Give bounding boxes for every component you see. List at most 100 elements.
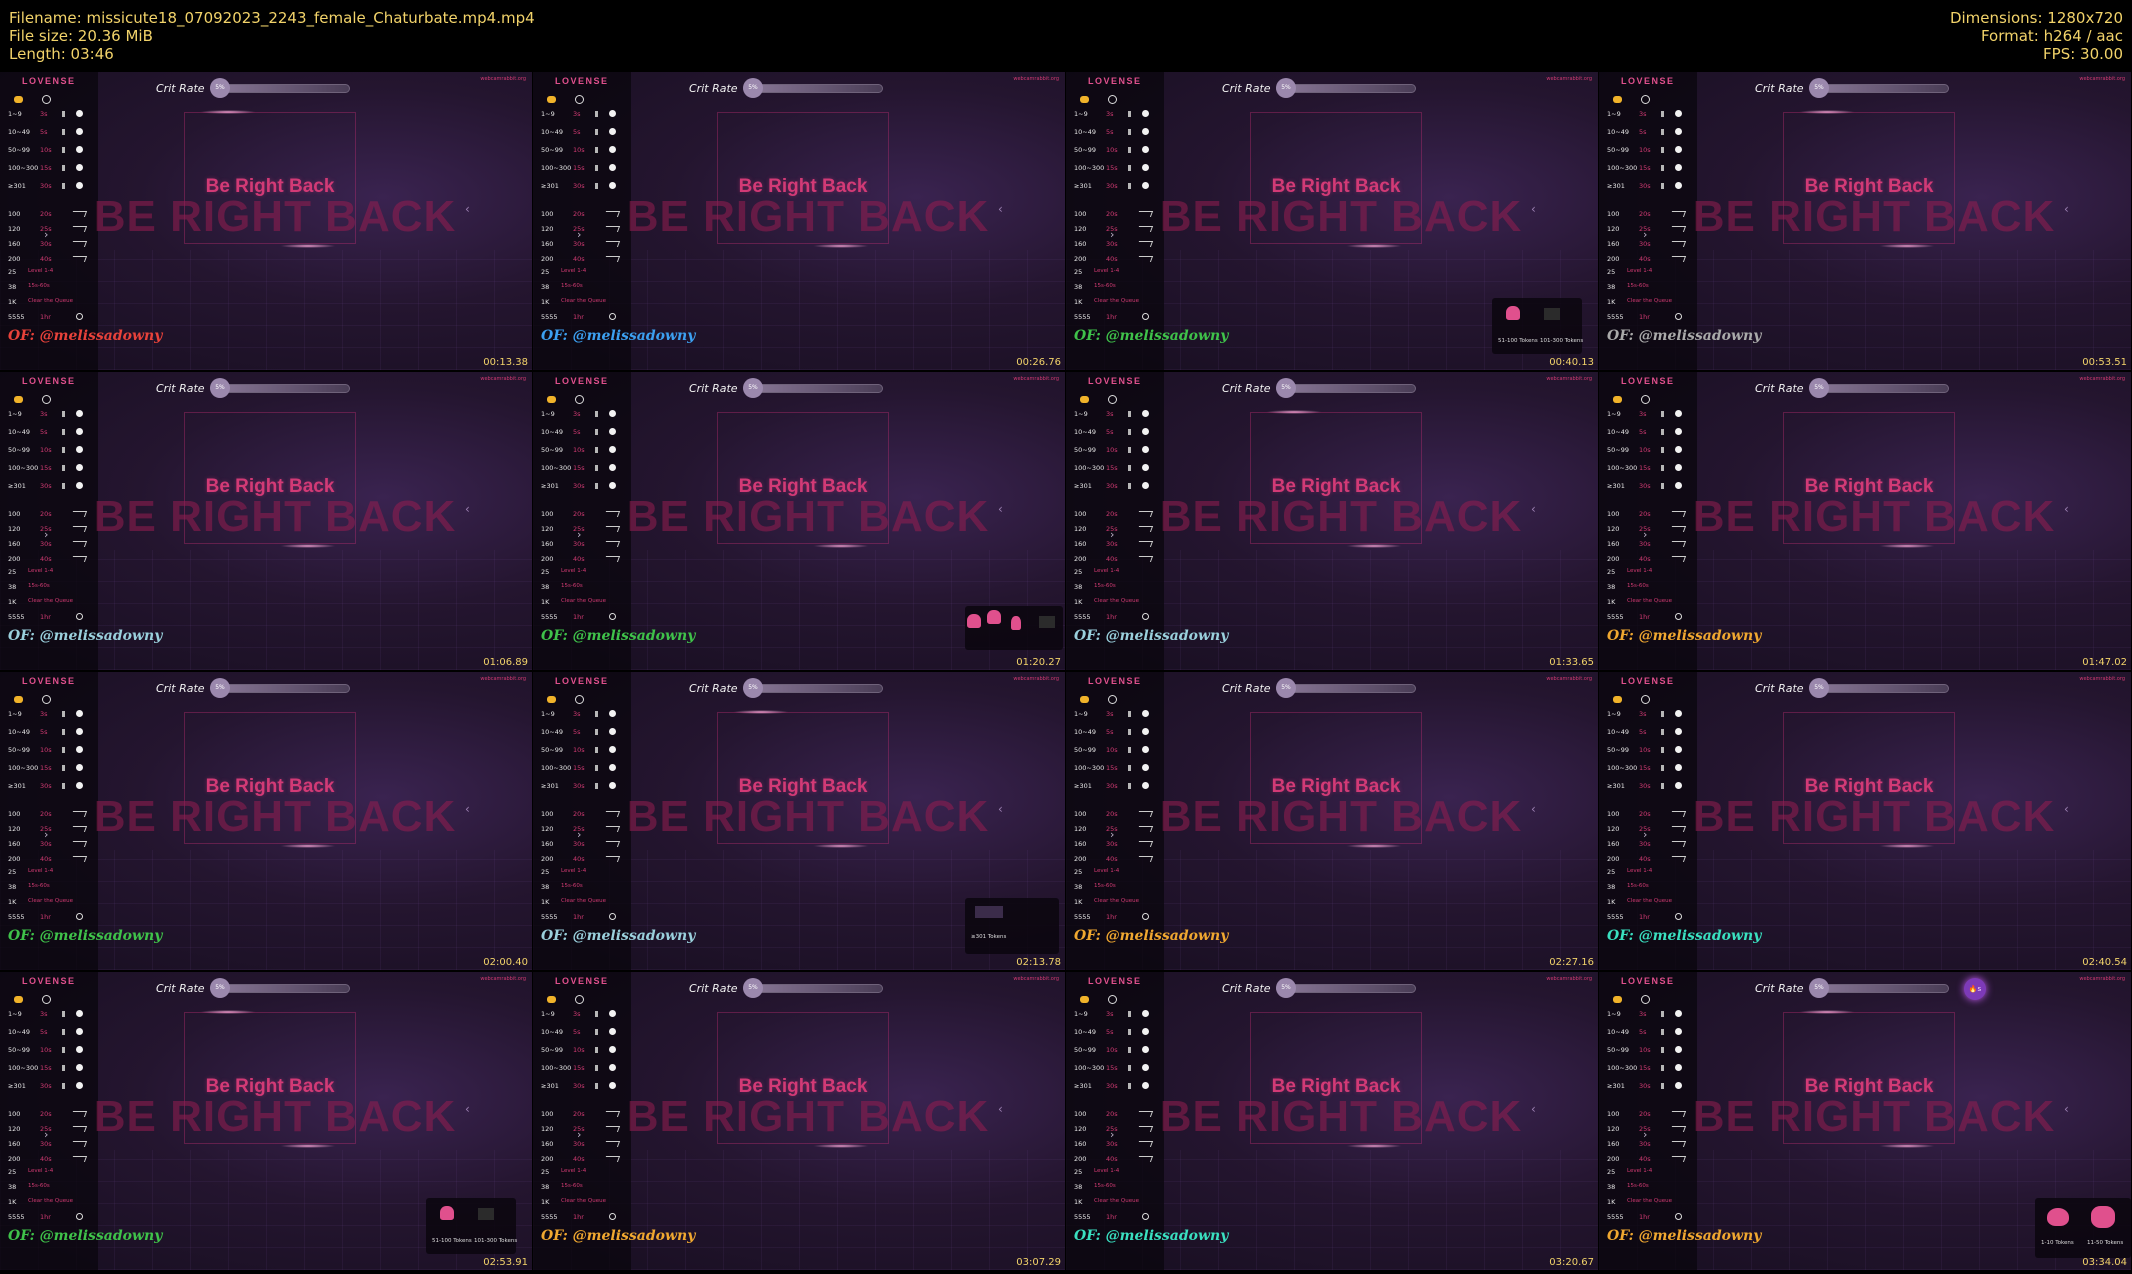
tip-label: 101-300 Tokens <box>474 1238 518 1244</box>
vibe-bars-icon <box>1661 411 1664 417</box>
panel-row-label: 120 <box>541 225 554 233</box>
panel-row: 5555 1hr <box>1066 1213 1164 1223</box>
panel-row-label: 100 <box>541 510 554 518</box>
chevron-left-icon: ‹ <box>998 502 1003 516</box>
panel-row-label: 25 <box>541 868 550 876</box>
vibe-bars-icon <box>595 165 598 171</box>
panel-row-duration: 30s <box>40 240 52 248</box>
pattern-dot-icon <box>76 1028 83 1035</box>
panel-row-duration: 1hr <box>573 313 584 321</box>
wave-pattern-icon <box>603 556 621 562</box>
panel-row-label: 200 <box>1074 555 1087 563</box>
brb-shadow-text: BE RIGHT BACK <box>1692 1092 2056 1141</box>
panel-row-desc: Level 1-4 <box>28 868 54 874</box>
panel-icon-row <box>1080 995 1150 1006</box>
light-flare <box>280 844 336 848</box>
vibe-bars-icon <box>1128 411 1131 417</box>
vibe-bars-icon <box>595 1011 598 1017</box>
panel-row: 1K Clear the Queue <box>1066 898 1164 908</box>
panel-row: 120 25s <box>0 525 98 535</box>
pattern-dot-icon <box>76 764 83 771</box>
pattern-dot-icon <box>76 428 83 435</box>
lovense-panel: LOVENSE 1~9 3s 10~49 5s 50~99 10s 100~300 15s ≥30… <box>533 72 631 370</box>
panel-row-label: 10~49 <box>541 128 563 136</box>
brb-title: Be Right Back <box>738 1076 868 1097</box>
panel-row-duration: 25s <box>1639 1125 1651 1133</box>
panel-row: 160 30s <box>0 1140 98 1150</box>
panel-row-label: 38 <box>1607 583 1616 591</box>
panel-row-duration: 30s <box>1639 240 1651 248</box>
panel-row-label: 120 <box>8 225 21 233</box>
vibe-bars-icon <box>62 711 65 717</box>
panel-row-duration: 40s <box>1106 255 1118 263</box>
panel-row: 25 Level 1-4 <box>0 568 98 578</box>
panel-row-label: 38 <box>8 283 17 291</box>
panel-row-label: 1~9 <box>1607 710 1621 718</box>
brb-title: Be Right Back <box>738 176 868 197</box>
tip-label: 11-50 Tokens <box>2087 1240 2124 1246</box>
panel-row-label: 25 <box>1074 568 1083 576</box>
clock-icon <box>1108 995 1117 1004</box>
panel-row-desc: Clear the Queue <box>28 898 73 904</box>
panel-icon-row <box>1613 695 1683 706</box>
tip-toy-icon <box>440 1206 454 1220</box>
panel-row: 10~49 5s <box>1066 1028 1164 1038</box>
panel-row-duration: 1hr <box>40 613 51 621</box>
chevron-left-icon: ‹ <box>998 202 1003 216</box>
panel-row: 1~9 3s <box>1066 1010 1164 1020</box>
timer-icon <box>1142 913 1149 920</box>
lovense-panel: LOVENSE 1~9 3s 10~49 5s 50~99 10s 100~300 15s ≥30… <box>1599 372 1697 670</box>
panel-row-duration: 1hr <box>1106 613 1117 621</box>
panel-row: ≥301 30s <box>533 1082 631 1092</box>
panel-row-duration: 1hr <box>40 313 51 321</box>
panel-row-duration: 1hr <box>1639 1213 1650 1221</box>
panel-icon-row <box>547 395 617 406</box>
pattern-dot-icon <box>76 1046 83 1053</box>
panel-row-label: 160 <box>1607 540 1620 548</box>
chevron-left-icon: ‹ <box>2064 202 2069 216</box>
panel-row-label: 100~300 <box>541 764 572 772</box>
brb-shadow-text: BE RIGHT BACK <box>1159 492 1523 541</box>
panel-row-label: 100~300 <box>1607 764 1638 772</box>
panel-row: 1K Clear the Queue <box>533 298 631 308</box>
chevron-right-icon: › <box>577 828 582 841</box>
panel-row-duration: 10s <box>1639 746 1651 754</box>
panel-row: 120 25s <box>1599 825 1697 835</box>
panel-row-label: 160 <box>8 240 21 248</box>
pattern-dot-icon <box>76 146 83 153</box>
panel-row-label: 120 <box>1607 825 1620 833</box>
light-flare <box>1799 1010 1855 1014</box>
crit-rate-label: Crit Rate <box>1755 382 1804 395</box>
panel-row-duration: 30s <box>40 782 52 790</box>
of-handle-label: OF: @melissadowny <box>8 328 163 344</box>
brb-frame <box>1783 412 1955 544</box>
brb-frame <box>184 412 356 544</box>
panel-row: 5555 1hr <box>1599 1213 1697 1223</box>
pattern-dot-icon <box>1142 410 1149 417</box>
crit-rate-bar <box>743 684 883 693</box>
panel-row: ≥301 30s <box>1066 482 1164 492</box>
crit-rate-label: Crit Rate <box>1222 382 1271 395</box>
panel-row: 120 25s <box>0 225 98 235</box>
panel-row-duration: 40s <box>1639 255 1651 263</box>
panel-row-label: 1~9 <box>1074 410 1088 418</box>
panel-row-duration: 10s <box>40 446 52 454</box>
panel-row-label: 10~49 <box>1074 128 1096 136</box>
panel-row: 160 30s <box>533 840 631 850</box>
panel-row-duration: 20s <box>1639 810 1651 818</box>
panel-row-duration: 30s <box>40 840 52 848</box>
panel-row-label: 200 <box>8 255 21 263</box>
vibe-bars-icon <box>1128 783 1131 789</box>
panel-row-label: 50~99 <box>1607 746 1629 754</box>
panel-row: 25 Level 1-4 <box>1066 568 1164 578</box>
panel-icon-row <box>547 695 617 706</box>
pattern-dot-icon <box>1142 164 1149 171</box>
chevron-right-icon: › <box>1643 1128 1648 1141</box>
panel-row-label: 1K <box>8 298 17 306</box>
panel-row-label: 10~49 <box>1607 428 1629 436</box>
panel-icon-row <box>14 695 84 706</box>
panel-row: 10~49 5s <box>1599 128 1697 138</box>
panel-row-duration: 30s <box>573 840 585 848</box>
panel-row-label: 5555 <box>8 1213 25 1221</box>
site-watermark: webcamrabbit.org <box>1013 376 1059 382</box>
